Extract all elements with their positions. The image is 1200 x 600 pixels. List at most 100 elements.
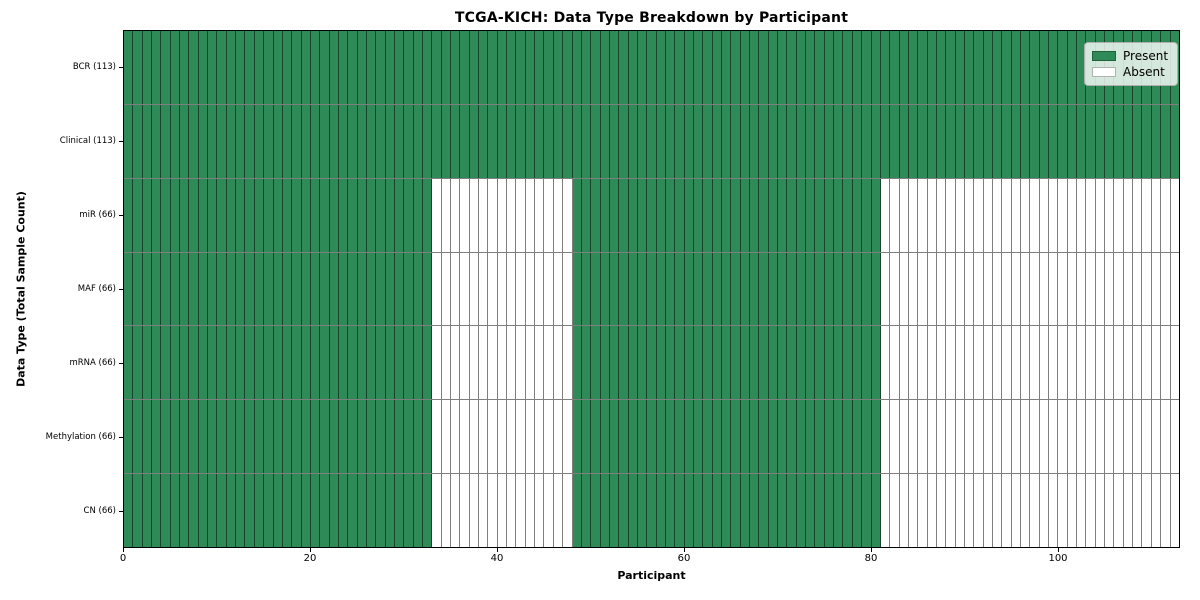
heatmap-cell <box>1011 474 1021 548</box>
heatmap-cell <box>245 252 255 326</box>
heatmap-cell <box>974 326 984 400</box>
heatmap-cell <box>918 31 928 104</box>
heatmap-cell <box>946 252 956 326</box>
heatmap-cell <box>908 400 919 474</box>
heatmap-cell <box>507 252 517 326</box>
heatmap-cell <box>1002 326 1012 400</box>
heatmap-cell <box>647 474 657 548</box>
heatmap-cell <box>675 400 685 474</box>
heatmap-cell <box>768 400 779 474</box>
heatmap-cell <box>890 31 900 104</box>
heatmap-cell <box>815 252 825 326</box>
heatmap-cell <box>1151 178 1162 252</box>
heatmap-cell <box>1049 252 1059 326</box>
y-tick-label-bcr: BCR (113) <box>72 62 116 72</box>
heatmap-cell <box>946 326 956 400</box>
heatmap-cell <box>1123 104 1134 178</box>
heatmap-cell <box>217 104 227 178</box>
heatmap-cell <box>656 400 666 474</box>
heatmap-cell <box>544 178 554 252</box>
heatmap-cell <box>423 326 433 400</box>
heatmap-cell <box>619 178 629 252</box>
heatmap-cell <box>1161 474 1171 548</box>
heatmap-cell <box>432 104 442 178</box>
heatmap-cell <box>581 326 592 400</box>
heatmap-cell <box>983 474 993 548</box>
heatmap-cell <box>264 104 274 178</box>
heatmap-cell <box>1086 326 1096 400</box>
heatmap-cell <box>535 474 545 548</box>
heatmap-cell <box>394 104 405 178</box>
heatmap-cell <box>815 400 825 474</box>
heatmap-cell <box>479 178 489 252</box>
heatmap-cell <box>488 104 498 178</box>
heatmap-cell <box>591 104 601 178</box>
heatmap-cell <box>834 474 844 548</box>
heatmap-cell <box>525 178 536 252</box>
heatmap-cell <box>918 474 928 548</box>
heatmap-cell <box>301 252 311 326</box>
heatmap-cell <box>880 178 891 252</box>
heatmap-cell <box>366 326 377 400</box>
heatmap-cell <box>1123 326 1134 400</box>
heatmap-cell <box>936 104 947 178</box>
heatmap-cell <box>1058 178 1068 252</box>
heatmap-cell <box>441 400 452 474</box>
heatmap-cell <box>1142 252 1152 326</box>
heatmap-cell <box>338 104 349 178</box>
heatmap-cell <box>806 474 816 548</box>
heatmap-cell <box>1123 400 1134 474</box>
heatmap-cell <box>637 31 648 104</box>
heatmap-cell <box>1114 104 1124 178</box>
heatmap-cell <box>750 104 760 178</box>
heatmap-cell <box>768 252 779 326</box>
heatmap-cell <box>394 326 405 400</box>
heatmap-cell <box>1105 400 1115 474</box>
heatmap-cell <box>460 252 470 326</box>
heatmap-cell <box>637 400 648 474</box>
heatmap-cell <box>665 474 676 548</box>
heatmap-cell <box>703 474 713 548</box>
heatmap-cell <box>890 178 900 252</box>
heatmap-cell <box>1030 474 1040 548</box>
heatmap-cell <box>460 400 470 474</box>
heatmap-cell <box>862 400 872 474</box>
heatmap-cell <box>1011 400 1021 474</box>
heatmap-cell <box>525 252 536 326</box>
heatmap-cell <box>1142 400 1152 474</box>
heatmap-cell <box>806 104 816 178</box>
heatmap-cell <box>376 31 386 104</box>
heatmap-cell <box>1095 252 1106 326</box>
heatmap-cell <box>451 178 461 252</box>
heatmap-cell <box>1151 104 1162 178</box>
heatmap-cell <box>292 178 302 252</box>
heatmap-cell <box>525 104 536 178</box>
heatmap-cell <box>1067 31 1078 104</box>
heatmap-cell <box>170 474 181 548</box>
plot-area: Present Absent <box>123 30 1180 548</box>
heatmap-cell <box>180 474 190 548</box>
heatmap-cell <box>1049 400 1059 474</box>
heatmap-cell <box>507 474 517 548</box>
heatmap-row-bcr <box>124 31 1179 105</box>
heatmap-cell <box>927 178 937 252</box>
heatmap-cell <box>1105 474 1115 548</box>
heatmap-cell <box>815 474 825 548</box>
heatmap-cell <box>1030 326 1040 400</box>
heatmap-cell <box>936 474 947 548</box>
heatmap-cell <box>712 178 722 252</box>
heatmap-cell <box>236 178 246 252</box>
heatmap-cell <box>1011 31 1021 104</box>
heatmap-cell <box>254 474 265 548</box>
heatmap-cell <box>750 31 760 104</box>
heatmap-cell <box>964 104 975 178</box>
heatmap-cell <box>357 326 367 400</box>
heatmap-cell <box>619 31 629 104</box>
heatmap-cell <box>1021 31 1031 104</box>
heatmap-cell <box>787 252 797 326</box>
heatmap-cell <box>1161 178 1171 252</box>
heatmap-cell <box>806 178 816 252</box>
heatmap-cell <box>927 104 937 178</box>
heatmap-cell <box>1095 104 1106 178</box>
